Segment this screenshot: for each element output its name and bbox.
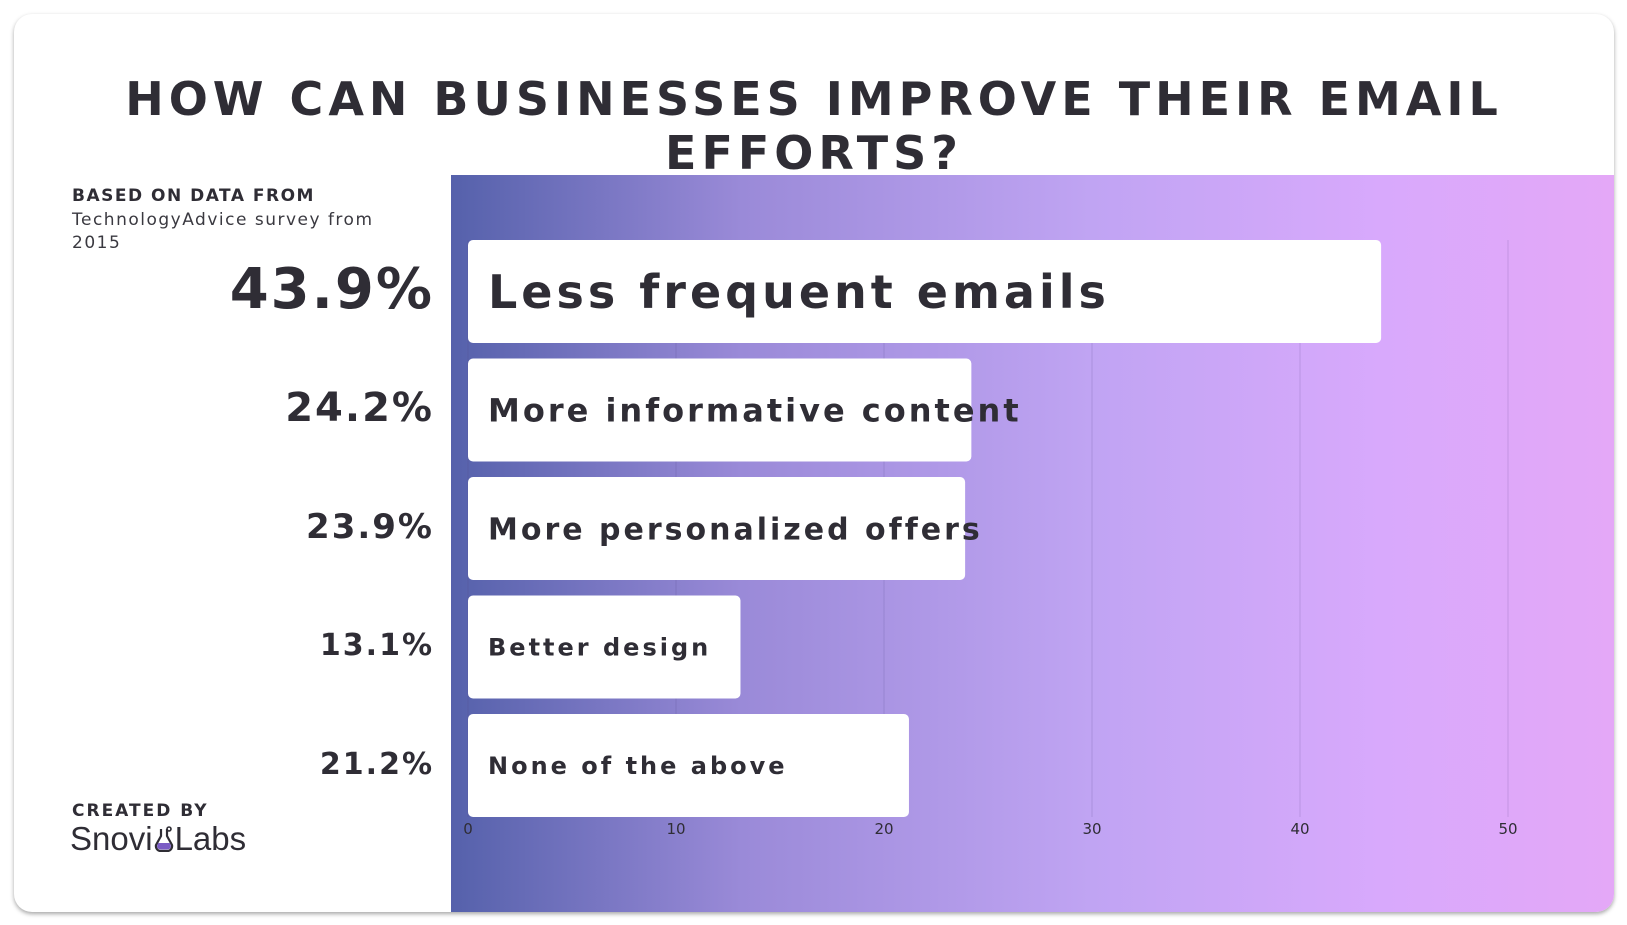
- x-tick-label: 0: [463, 820, 473, 838]
- brand-name-part1: Snovi: [70, 820, 153, 857]
- bar-category-label: Better design: [488, 634, 711, 662]
- source-text: TechnologyAdvice survey from 2015: [72, 210, 374, 253]
- bar-0: [468, 240, 1382, 343]
- bar-3: [468, 595, 741, 699]
- value-label: 43.9%: [229, 256, 434, 322]
- x-tick-label: 40: [1290, 820, 1309, 838]
- source-heading: BASED ON DATA FROM: [72, 186, 315, 206]
- x-tick-label: 30: [1082, 820, 1101, 838]
- value-label: 13.1%: [319, 628, 434, 664]
- infographic-card: HOW CAN BUSINESSES IMPROVE THEIR EMAIL E…: [14, 14, 1614, 912]
- x-tick-label: 50: [1498, 820, 1517, 838]
- created-by-label: CREATED BY: [72, 801, 209, 821]
- bar-chart: 0 10 20 30 40 50 Less frequent emails More info…: [463, 240, 1518, 838]
- plot-area: 0 10 20 30 40 50 Less frequent emails More info…: [451, 175, 1614, 912]
- bar-1: [468, 358, 972, 462]
- value-label: 23.9%: [306, 507, 434, 548]
- value-label: 21.2%: [319, 746, 434, 782]
- bar-2: [468, 477, 966, 580]
- x-tick-label: 20: [874, 820, 893, 838]
- bar-category-label: Less frequent emails: [488, 265, 1110, 319]
- bar-category-label: None of the above: [488, 752, 788, 780]
- x-tick-label: 10: [666, 820, 685, 838]
- bar-category-label: More personalized offers: [488, 512, 983, 547]
- value-label: 24.2%: [285, 385, 434, 432]
- chart-title: HOW CAN BUSINESSES IMPROVE THEIR EMAIL E…: [125, 72, 1503, 180]
- brand-logo: Snovi Labs: [70, 820, 246, 858]
- bar-4: [468, 714, 909, 817]
- brand-name-part2: Labs: [174, 820, 247, 857]
- bar-category-label: More informative content: [488, 392, 1022, 430]
- flask-icon: [154, 822, 174, 853]
